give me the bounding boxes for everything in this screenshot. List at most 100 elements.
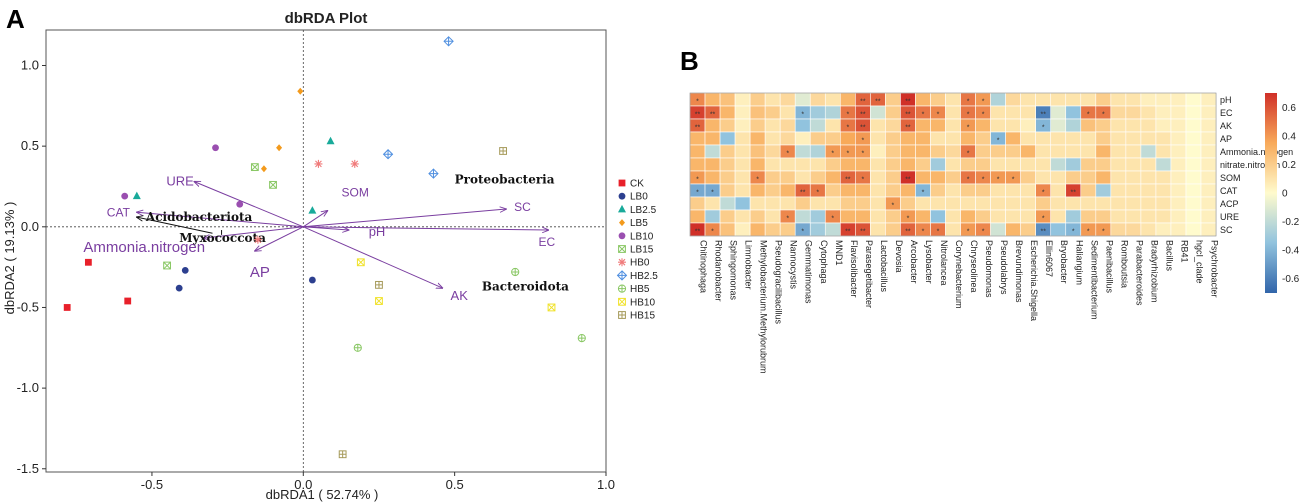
heatmap-cell [809, 157, 826, 172]
heatmap-cell [1020, 222, 1036, 237]
heatmap-cell [719, 209, 736, 224]
heatmap-cell [1080, 118, 1097, 133]
significance-mark: ** [800, 190, 806, 197]
heatmap-cell [749, 105, 766, 120]
legend-label-lb10: LB10 [630, 231, 654, 242]
heatmap-cell [734, 170, 751, 185]
heatmap-cell [1155, 105, 1172, 120]
heatmap-cell [704, 209, 721, 224]
heatmap-cell [719, 144, 736, 159]
column-label-escherichia-shigella: Escherichia.Shigella [1029, 240, 1039, 321]
env-vector-cat [137, 212, 304, 228]
heatmap-cell [1005, 183, 1021, 198]
heatmap-cell [1125, 157, 1142, 172]
heatmap-cell [1170, 170, 1187, 185]
heatmap-cell [734, 196, 751, 211]
heatmap-cell [809, 170, 826, 185]
heatmap-cell [1050, 157, 1067, 172]
env-vector-ec [303, 226, 548, 230]
heatmap-cell [1185, 131, 1202, 146]
heatmap-cell [870, 196, 886, 211]
heatmap-cell [1155, 92, 1172, 107]
heatmap-cell [839, 183, 856, 198]
taxon-arrow-acidobacteriota [137, 217, 213, 234]
heatmap-cell [1200, 170, 1217, 185]
heatmap-cell [915, 131, 931, 146]
legend-marker-lb5 [619, 219, 625, 227]
significance-mark: * [982, 229, 985, 236]
significance-mark: * [1042, 190, 1045, 197]
significance-mark: ** [860, 125, 866, 132]
heatmap-cell [1020, 183, 1036, 198]
heatmap-cell [930, 183, 946, 198]
point-ck [63, 304, 71, 311]
column-label-mnd1: MND1 [834, 240, 844, 266]
env-label-ph: pH [369, 224, 386, 239]
colorbar-tick-label: -0.6 [1282, 274, 1299, 285]
row-label-ec: EC [1220, 108, 1233, 118]
heatmap-cell [885, 105, 901, 120]
heatmap-cell [1170, 222, 1187, 237]
panel-a-letter: A [6, 4, 25, 34]
row-label-sc: SC [1220, 225, 1233, 235]
significance-mark: * [982, 112, 985, 119]
legend-label-lb0: LB0 [630, 192, 648, 203]
heatmap-cell [779, 105, 796, 120]
significance-mark: * [756, 177, 759, 184]
heatmap-cell [704, 157, 721, 172]
significance-mark: * [861, 138, 864, 145]
heatmap-cell [824, 222, 841, 237]
column-label-nannocystis: Nannocystis [789, 240, 799, 290]
heatmap-cell [1065, 105, 1082, 120]
heatmap-cell [734, 209, 751, 224]
legend-marker-hb0 [618, 258, 626, 267]
heatmap-cell [915, 144, 931, 159]
heatmap-cell [1095, 196, 1112, 211]
heatmap-cell [1095, 144, 1112, 159]
heatmap-cell [885, 209, 901, 224]
heatmap-cell [1065, 131, 1082, 146]
point-hb10 [356, 258, 365, 267]
heatmap-cell [960, 131, 976, 146]
heatmap-cell [1155, 209, 1172, 224]
significance-mark: * [801, 229, 804, 236]
heatmap-cell [870, 183, 886, 198]
point-hb5 [577, 334, 586, 343]
heatmap-cell [734, 131, 751, 146]
heatmap-cell [1140, 170, 1157, 185]
colorbar-gradient [1265, 93, 1277, 293]
heatmap-cell [704, 144, 721, 159]
heatmap-cell [1020, 209, 1036, 224]
heatmap-cell [779, 196, 796, 211]
heatmap-cell [1170, 144, 1187, 159]
heatmap-cell [1185, 92, 1202, 107]
point-hb5 [511, 267, 520, 277]
significance-mark: ** [860, 229, 866, 236]
env-vector-som [303, 211, 327, 228]
heatmap-cell [930, 157, 946, 172]
point-hb5 [353, 343, 362, 352]
point-hb2-5 [382, 149, 394, 160]
point-hb15 [499, 147, 507, 155]
heatmap-cell [734, 157, 751, 172]
heatmap-cell [1155, 144, 1172, 159]
heatmap-cell [1080, 131, 1097, 146]
legend-marker-lb15 [618, 245, 626, 253]
heatmap-cell [749, 118, 766, 133]
significance-mark: * [922, 229, 925, 236]
heatmap-cell [824, 196, 841, 211]
heatmap-cell [1110, 118, 1127, 133]
heatmap-cell [749, 183, 766, 198]
column-label-bradyrhizobium: Bradyrhizobium [1149, 240, 1159, 303]
legend-label-lb15: LB15 [630, 245, 654, 256]
heatmap-cell [1140, 144, 1157, 159]
heatmap-cell [1080, 209, 1097, 224]
heatmap-cell [1200, 157, 1217, 172]
heatmap-cell [764, 222, 781, 237]
heatmap-cell [885, 92, 901, 107]
heatmap-cell [1200, 144, 1217, 159]
heatmap-cell [1080, 170, 1097, 185]
heatmap-cell [930, 170, 946, 185]
heatmap-cell [824, 157, 841, 172]
